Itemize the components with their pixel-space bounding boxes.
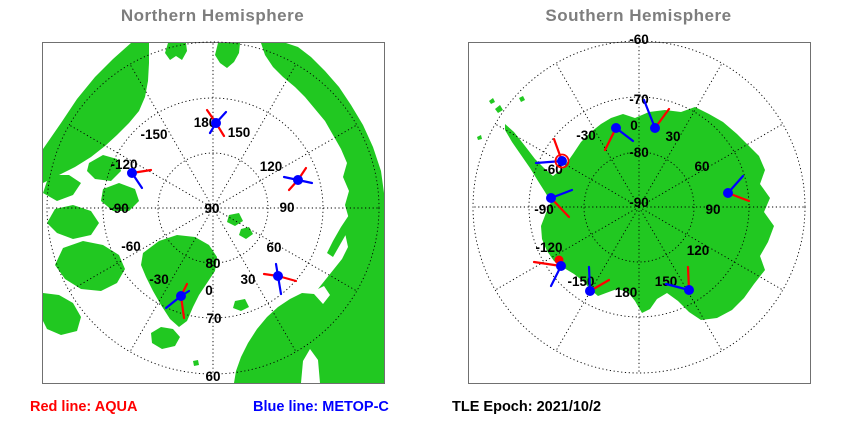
south-longitude-spoke	[555, 206, 640, 351]
north-latitude-ring	[102, 97, 324, 319]
south-metopc-track-line	[642, 98, 657, 130]
south-graticule-label: 60	[694, 159, 709, 174]
south-graticule-label: -120	[535, 240, 562, 255]
north-map-title: Northern Hemisphere	[120, 6, 305, 25]
south-satellite-position-dot	[546, 193, 556, 203]
north-graticule-label: -60	[121, 239, 141, 254]
north-graticule-label: 70	[206, 311, 221, 326]
south-satellite-position-dot	[557, 156, 567, 166]
south-map-svg: -60-70-80-900306090120150180-150-120-90-…	[472, 32, 806, 374]
south-graticule-label: -80	[629, 145, 649, 160]
north-longitude-spoke	[129, 64, 214, 209]
south-graticule-label: 180	[615, 285, 638, 300]
south-graticule-label: -30	[576, 128, 596, 143]
north-satellite-position-dot	[273, 271, 283, 281]
south-latitude-ring	[472, 40, 806, 374]
north-landmass	[227, 213, 243, 226]
south-longitude-spoke	[495, 123, 640, 208]
north-landmass	[141, 235, 217, 327]
south-satellite-position-dot	[723, 188, 733, 198]
south-landmass	[505, 107, 774, 320]
north-graticule-label: -150	[140, 127, 167, 142]
north-graticule-label: 60	[205, 369, 220, 384]
north-landmass	[47, 205, 99, 239]
legend-tle-epoch: TLE Epoch: 2021/10/2	[452, 399, 602, 415]
north-satellite-position-dot	[293, 175, 303, 185]
south-longitude-spoke	[495, 206, 640, 291]
south-graticule-label: -60	[629, 32, 649, 47]
north-longitude-spoke	[212, 207, 297, 352]
south-longitude-spoke	[638, 63, 723, 208]
north-graticule-label: 120	[260, 159, 283, 174]
north-latitude-ring	[157, 152, 269, 264]
north-map: 180 150 120 90 60 30 0 -30 -60 -90 -120 -150 90 80 70 6…	[42, 41, 385, 384]
south-landmass	[495, 105, 503, 113]
south-satellite-position-dot	[684, 285, 694, 295]
legend-red-line-aqua: Red line: AQUA	[30, 399, 138, 415]
north-longitude-spoke	[129, 207, 214, 352]
north-landmass	[233, 299, 249, 311]
south-graticule-label: 120	[687, 243, 710, 258]
north-longitude-spoke	[69, 124, 214, 209]
south-graticule-label: 90	[705, 202, 720, 217]
south-graticule-label: -90	[629, 195, 649, 210]
north-landmass	[215, 43, 240, 68]
south-satellite-position-dot	[585, 286, 595, 296]
south-aqua-marker-ring	[554, 153, 570, 169]
north-latitude-ring	[46, 41, 380, 375]
north-longitude-spoke	[69, 207, 214, 292]
north-map-svg: 1801501209060300-30-60-90-120-1509080706…	[43, 41, 384, 384]
north-longitude-spoke	[212, 124, 357, 209]
north-landmass	[239, 227, 253, 239]
north-landmass	[327, 205, 361, 257]
north-satellite-position-dot	[176, 291, 186, 301]
north-landmass	[43, 293, 81, 335]
north-graticule-label: 60	[266, 240, 281, 255]
south-graticule-label: -150	[567, 274, 594, 289]
north-landmass	[165, 43, 187, 60]
south-longitude-spoke	[638, 206, 723, 351]
south-graticule-label: -90	[534, 202, 554, 217]
south-longitude-spoke	[638, 123, 783, 208]
south-landmass	[519, 96, 525, 102]
north-graticule-label: -30	[149, 272, 169, 287]
south-longitude-spoke	[638, 206, 783, 291]
legend-blue-line-metopc: Blue line: METOP-C	[253, 399, 389, 415]
north-longitude-spoke	[212, 207, 357, 292]
north-graticule-label: 0	[205, 283, 213, 298]
south-satellite-position-dot	[611, 123, 621, 133]
north-landmass	[234, 43, 384, 383]
north-graticule-label: -90	[109, 201, 129, 216]
north-graticule-label: 90	[204, 201, 219, 216]
north-graticule-label: 90	[279, 200, 294, 215]
north-satellite-position-dot	[127, 168, 137, 178]
north-landmass	[193, 360, 199, 366]
south-map-title: Southern Hemisphere	[545, 6, 732, 25]
north-longitude-spoke	[212, 64, 297, 209]
south-graticule-label: 0	[630, 118, 638, 133]
north-satellite-position-dot	[211, 118, 221, 128]
north-landmass	[151, 327, 180, 349]
north-landmass	[101, 183, 139, 211]
south-graticule-label: -70	[629, 92, 649, 107]
north-graticule-label: 180	[194, 115, 217, 130]
south-longitude-spoke	[555, 63, 640, 208]
south-landmass	[489, 98, 495, 104]
south-satellite-position-dot	[556, 261, 566, 271]
south-landmass	[477, 135, 482, 140]
north-graticule-label: 30	[240, 272, 255, 287]
north-landmass	[55, 241, 125, 291]
north-graticule-label: 80	[205, 256, 220, 271]
north-landmass	[87, 155, 121, 181]
south-latitude-ring	[583, 151, 695, 263]
north-landmass	[43, 175, 81, 201]
north-graticule-label: 150	[228, 125, 251, 140]
south-latitude-ring	[528, 96, 750, 318]
north-landmass	[43, 43, 149, 183]
south-satellite-position-dot	[650, 123, 660, 133]
south-map: -60 -70 -80 -90 0 30 60 90 120 150 180 -150 -120 -90-…	[468, 32, 811, 384]
south-graticule-label: 30	[665, 129, 680, 144]
